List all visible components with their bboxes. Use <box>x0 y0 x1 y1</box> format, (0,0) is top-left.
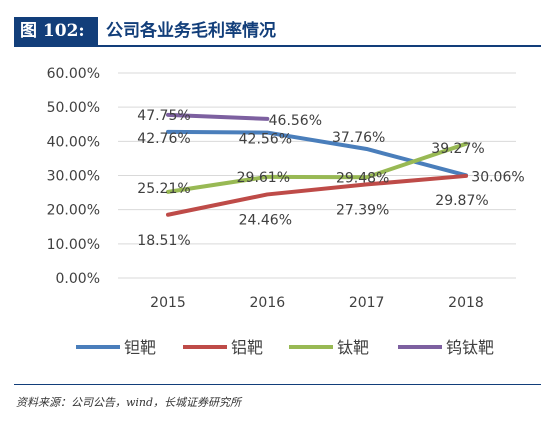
x-tick-label: 2015 <box>150 295 186 311</box>
data-label: 29.61% <box>237 170 290 186</box>
data-label: 30.06% <box>471 169 524 185</box>
source-divider <box>14 384 541 385</box>
legend-label: 钨钛靶 <box>446 338 494 357</box>
data-label: 18.51% <box>137 233 190 249</box>
x-tick-label: 2017 <box>349 295 385 311</box>
legend-label: 钛靶 <box>337 338 369 357</box>
y-tick-label: 40.00% <box>47 134 100 150</box>
line-chart: 0.00% 10.00% 20.00% 30.00% 40.00% 50.00% 60.00… <box>47 66 525 357</box>
data-label: 27.39% <box>336 202 389 218</box>
legend-label: 钽靶 <box>124 338 156 357</box>
y-tick-label: 50.00% <box>47 100 100 116</box>
y-tick-label: 10.00% <box>47 237 100 253</box>
data-label: 47.75% <box>137 108 190 124</box>
data-label: 29.48% <box>336 170 389 186</box>
series-line <box>166 112 270 121</box>
x-tick-label: 2016 <box>250 295 286 311</box>
y-tick-label: 60.00% <box>47 66 100 82</box>
figure-number: 图 102: <box>14 17 98 45</box>
figure-title: 公司各业务毛利率情况 <box>106 21 276 41</box>
data-label: 46.56% <box>269 113 322 129</box>
series-line <box>166 141 468 194</box>
data-label: 25.21% <box>137 181 190 197</box>
data-label: 39.27% <box>431 141 484 157</box>
legend-label: 铝靶 <box>231 338 263 357</box>
data-label: 42.56% <box>239 132 292 148</box>
x-tick-label: 2018 <box>448 295 484 311</box>
y-tick-label: 30.00% <box>47 169 100 185</box>
series-line <box>166 129 468 178</box>
header-divider <box>14 45 541 47</box>
y-tick-label: 20.00% <box>47 203 100 219</box>
data-label: 24.46% <box>239 212 292 228</box>
figure-header: 图 102: 公司各业务毛利率情况 <box>14 17 541 48</box>
y-tick-label: 0.00% <box>56 271 100 287</box>
data-label: 37.76% <box>332 130 385 146</box>
source-note: 资料来源：公司公告，wind，长城证券研究所 <box>16 396 242 409</box>
series-line <box>166 173 468 217</box>
data-label: 29.87% <box>435 193 488 209</box>
data-label: 42.76% <box>137 131 190 147</box>
